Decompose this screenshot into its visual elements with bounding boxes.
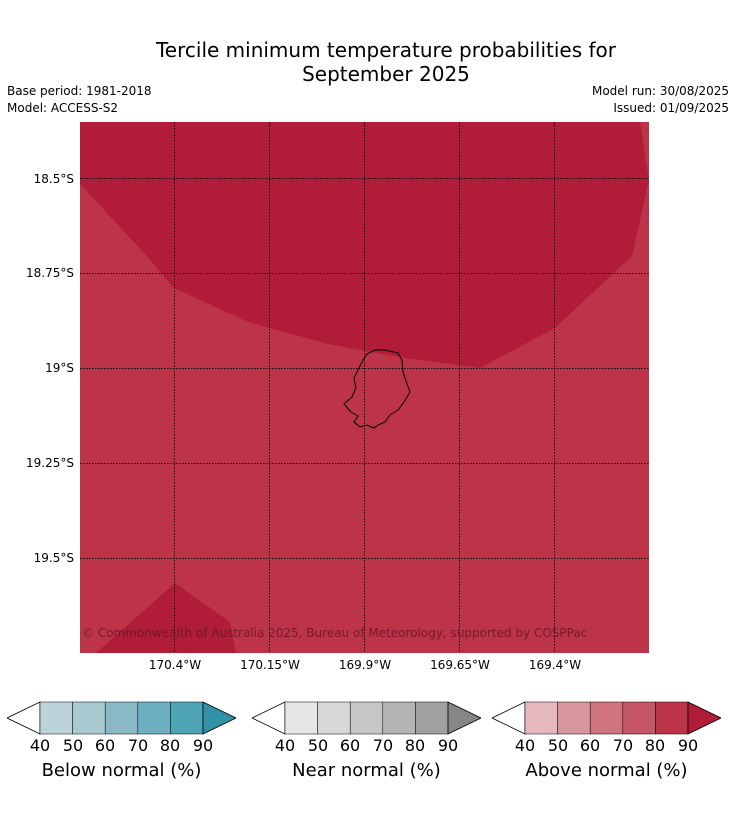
above-tick-60: 60 <box>579 736 601 755</box>
above-high-extension <box>687 701 721 735</box>
near-high-extension <box>447 701 481 735</box>
lat-label-19: 19°S <box>45 361 74 375</box>
near-tick-40: 40 <box>274 736 296 755</box>
lat-label-18-5: 18.5°S <box>33 172 74 186</box>
below-segment-40 <box>39 701 73 735</box>
lon-label-169-4: 169.4°W <box>528 658 582 672</box>
below-segment-70 <box>137 701 171 735</box>
lon-label-170-15: 170.15°W <box>240 658 300 672</box>
lon-label-169-65: 169.65°W <box>430 658 490 672</box>
copyright-text: © Commonwealth of Australia 2025, Bureau… <box>82 626 587 640</box>
map-title: Tercile minimum temperature probabilitie… <box>0 38 736 86</box>
above-segment-80 <box>655 701 689 735</box>
issued-date: Issued: 01/09/2025 <box>613 101 729 115</box>
near-segment-60 <box>349 701 384 735</box>
above-tick-80: 80 <box>644 736 666 755</box>
above-segment-50 <box>557 701 591 735</box>
title-line-2: September 2025 <box>302 62 470 86</box>
lat-label-19-5: 19.5°S <box>33 551 74 565</box>
above-tick-90: 90 <box>677 736 699 755</box>
near-tick-60: 60 <box>339 736 361 755</box>
above-segment-60 <box>589 701 624 735</box>
meta-right: Model run: 30/08/2025 Issued: 01/09/2025 <box>592 83 729 117</box>
lon-label-169-9: 169.9°W <box>338 658 392 672</box>
above-tick-40: 40 <box>514 736 536 755</box>
lat-label-18-75: 18.75°S <box>26 266 74 280</box>
near-low-extension <box>252 701 286 735</box>
meta-left: Base period: 1981-2018 Model: ACCESS-S2 <box>7 83 152 117</box>
model-run: Model run: 30/08/2025 <box>591 84 729 98</box>
below-segment-80 <box>170 701 204 735</box>
below-tick-70: 70 <box>127 736 149 755</box>
below-low-extension <box>7 701 41 735</box>
title-line-1: Tercile minimum temperature probabilitie… <box>155 38 617 62</box>
near-segment-50 <box>317 701 351 735</box>
above-low-extension <box>492 701 526 735</box>
model-name: Model: ACCESS-S2 <box>7 101 119 115</box>
colorbar-above-title: Above normal (%) <box>525 760 688 781</box>
below-tick-90: 90 <box>192 736 214 755</box>
map-panel: © Commonwealth of Australia 2025, Bureau… <box>80 122 649 653</box>
near-tick-50: 50 <box>307 736 329 755</box>
above-tick-50: 50 <box>547 736 569 755</box>
lat-label-19-25: 19.25°S <box>26 456 74 470</box>
near-segment-70 <box>382 701 416 735</box>
grid-lines <box>80 122 649 653</box>
below-tick-40: 40 <box>29 736 51 755</box>
near-tick-70: 70 <box>372 736 394 755</box>
base-period: Base period: 1981-2018 <box>7 84 152 98</box>
below-high-extension <box>202 701 236 735</box>
colorbar-near-title: Near normal (%) <box>292 760 441 781</box>
below-tick-60: 60 <box>94 736 116 755</box>
near-tick-90: 90 <box>437 736 459 755</box>
colorbar-below <box>7 701 236 735</box>
above-segment-70 <box>622 701 656 735</box>
near-tick-80: 80 <box>404 736 426 755</box>
below-segment-60 <box>104 701 139 735</box>
colorbar-near <box>252 701 481 735</box>
colorbar-above <box>492 701 721 735</box>
near-segment-40 <box>284 701 318 735</box>
below-segment-50 <box>72 701 106 735</box>
above-segment-40 <box>524 701 558 735</box>
niue-coastline <box>343 349 411 429</box>
colorbar-below-title: Below normal (%) <box>41 760 202 781</box>
above-90-south-region <box>96 583 236 653</box>
below-tick-50: 50 <box>62 736 84 755</box>
above-tick-70: 70 <box>612 736 634 755</box>
below-tick-80: 80 <box>159 736 181 755</box>
lon-label-170-4: 170.4°W <box>148 658 202 672</box>
near-segment-80 <box>415 701 449 735</box>
